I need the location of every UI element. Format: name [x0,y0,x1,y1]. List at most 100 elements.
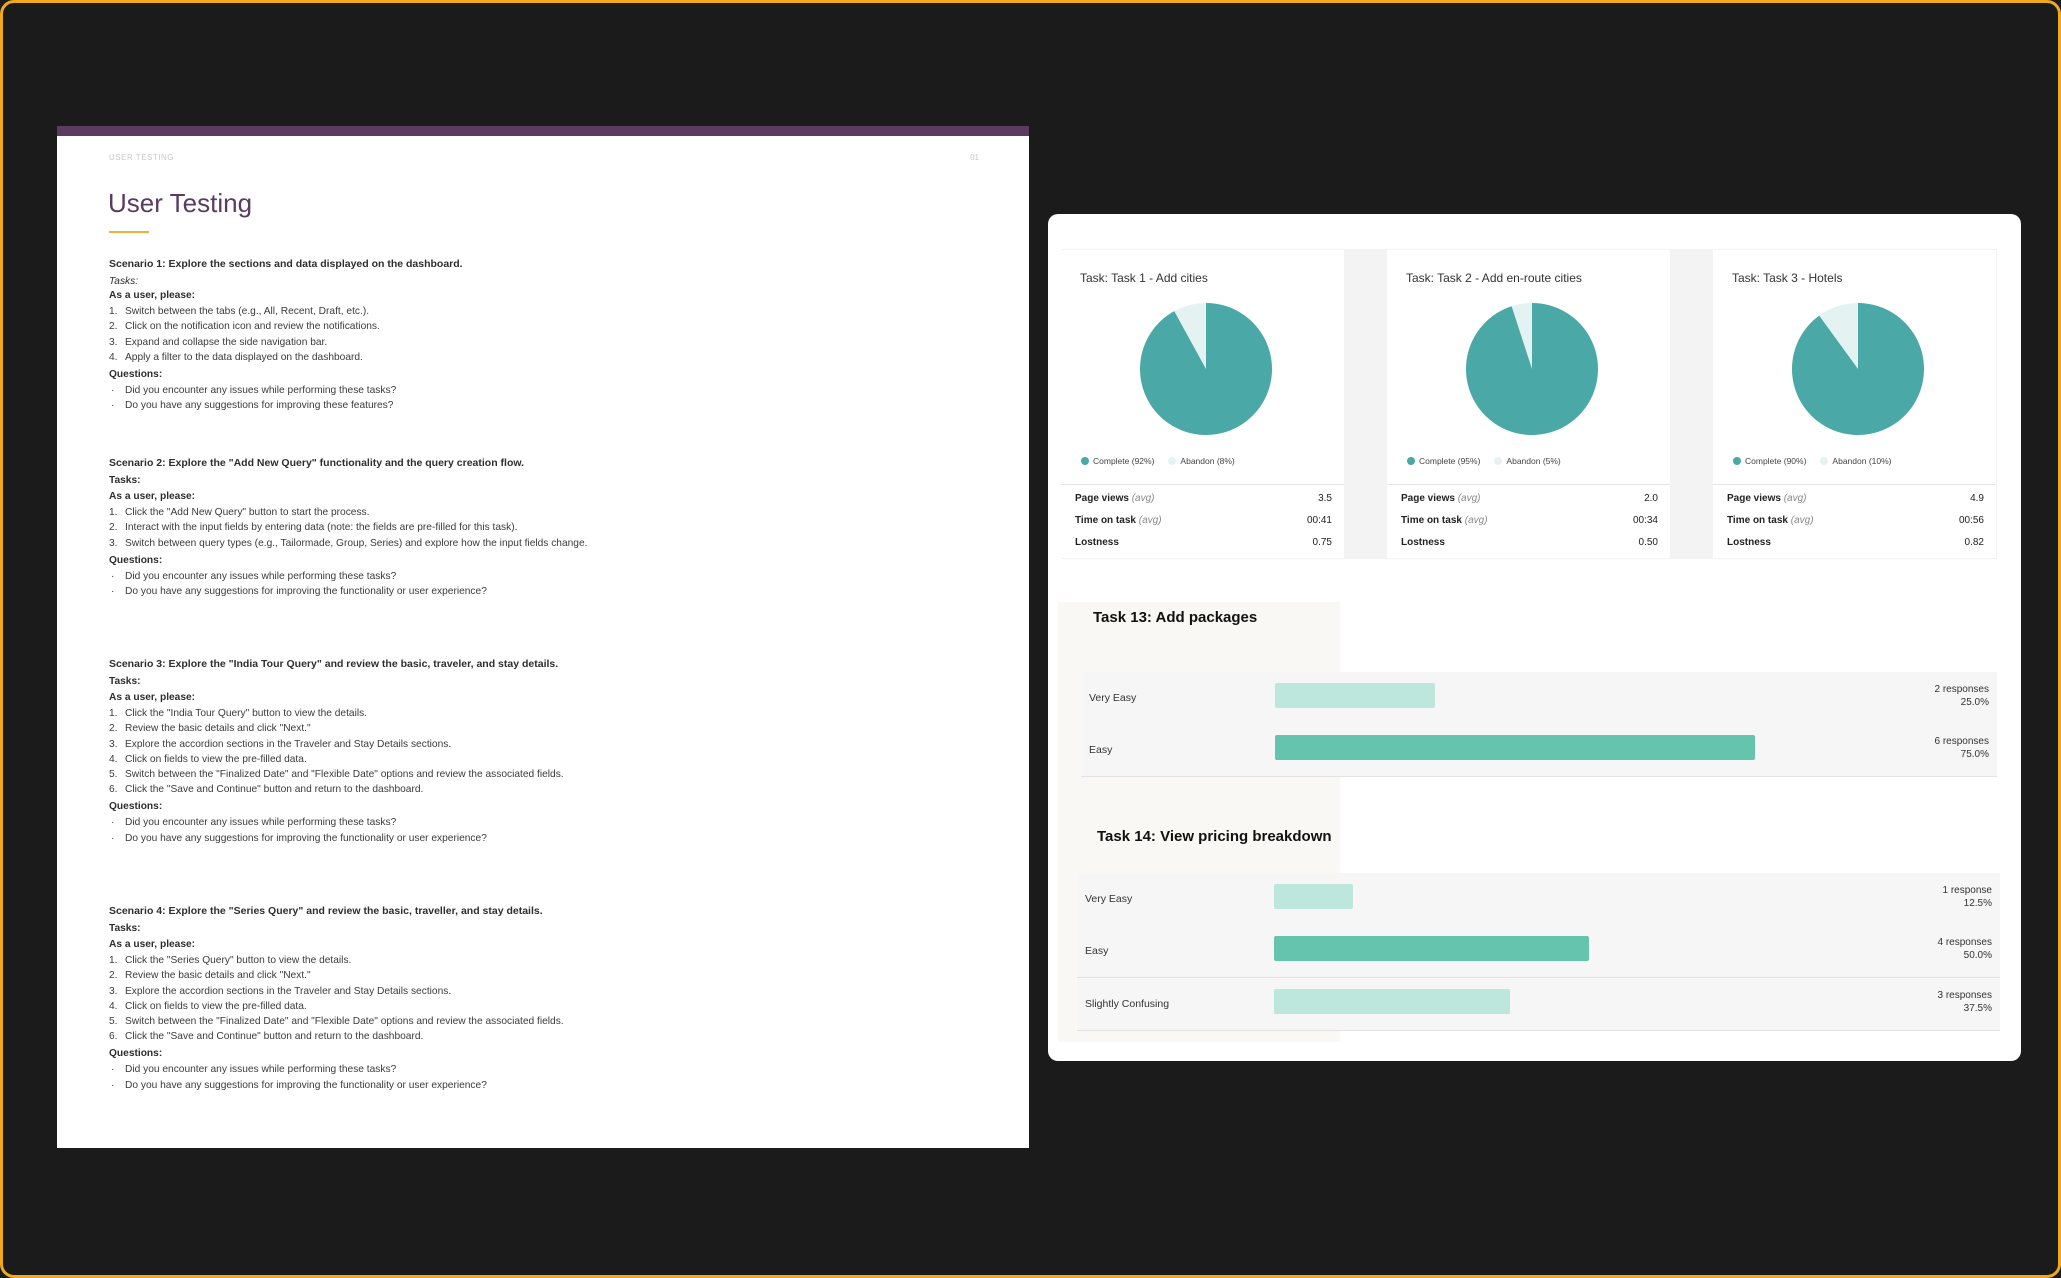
task-step: 2. Click on the notification icon and rev… [109,321,989,333]
task-step: 3. Switch between query types (e.g., Tail… [109,537,989,549]
step-number: 1. [109,955,118,966]
survey-response-row: Easy 6 responses 75.0% [1081,724,1997,777]
step-text: Interact with the input fields by enteri… [125,522,518,534]
metric-qualifier: (avg) [1138,515,1162,526]
metric-value: 0.75 [1312,537,1332,548]
step-number: 2. [109,970,118,982]
survey-task-title: Task 14: View pricing breakdown [1097,828,1332,845]
completion-pie-chart [1140,303,1272,435]
question-text: Do you have any suggestions for improvin… [125,832,487,844]
step-text: Switch between query types (e.g., Tailor… [125,537,588,549]
question-item: · Did you encounter any issues while perf… [111,570,989,582]
step-text: Click on the notification icon and revie… [125,321,380,333]
question-item: · Do you have any suggestions for improvi… [111,586,989,597]
task-step: 1. Click the "Add New Query" button to st… [109,507,989,518]
response-count: 2 responses 25.0% [1935,683,1989,709]
step-number: 5. [109,1016,118,1028]
step-text: Apply a filter to the data displayed on … [125,351,363,363]
metric-value: 0.50 [1638,537,1658,548]
question-text: Did you encounter any issues while perfo… [125,570,397,582]
metric-label: Time on task (avg) [1727,515,1814,526]
metric-label: Lostness [1401,537,1445,548]
questions-label: Questions: [109,368,163,380]
task-step: 6. Click the "Save and Continue" button a… [109,1031,989,1042]
metric-name: Lostness [1727,537,1771,548]
metric-label: Page views (avg) [1727,493,1807,504]
legend-dot-abandon [1168,457,1177,465]
task-card-title: Task: Task 3 - Hotels [1732,271,1843,285]
task-step: 6. Click the "Save and Continue" button a… [109,784,989,796]
task-steps-list: 1. Click the "Add New Query" button to st… [109,507,989,549]
question-item: · Did you encounter any issues while perf… [111,1064,989,1075]
metric-value: 00:56 [1958,515,1984,526]
metric-row: Lostness 0.82 [1713,529,1996,551]
task-step: 5. Switch between the "Finalized Date" an… [109,769,989,780]
task-metrics-table: Page views (avg) 3.5 Time on task (avg) 00:… [1061,484,1344,551]
step-number: 2. [109,723,118,735]
metric-qualifier: (avg) [1783,493,1807,504]
metric-row: Time on task (avg) 00:34 [1387,507,1670,529]
scenario-section: Scenario 2: Explore the "Add New Query" … [109,457,989,603]
task-result-card: Task: Task 1 - Add cities Complete (92%) A… [1061,250,1344,558]
step-text: Click the "Save and Continue" button and… [125,784,424,796]
task-result-card: Task: Task 3 - Hotels Complete (90%) Aband… [1713,250,1996,558]
metric-name: Time on task [1075,515,1136,526]
task-step: 2. Review the basic details and click "Ne… [109,723,989,734]
step-number: 6. [109,784,118,796]
bullet: · [111,570,115,582]
step-number: 2. [109,321,118,333]
response-option-label: Slightly Confusing [1085,998,1170,1010]
task-card-title: Task: Task 1 - Add cities [1080,271,1208,285]
response-bar [1275,735,1755,760]
metric-row: Page views (avg) 4.9 [1713,485,1996,507]
document-title: User Testing [108,188,253,218]
response-option-label: Easy [1089,744,1113,756]
task-step: 5. Switch between the "Finalized Date" an… [109,1016,989,1028]
task-card-title: Task: Task 2 - Add en-route cities [1406,271,1582,285]
metric-value: 0.82 [1964,537,1984,548]
step-text: Click the "Series Query" button to view … [125,955,352,966]
legend-label-abandon: Abandon (5%) [1506,456,1561,466]
step-text: Review the basic details and click "Next… [125,970,311,982]
completion-pie-chart [1466,303,1598,435]
response-option-label: Very Easy [1089,692,1137,704]
survey-response-row: Slightly Confusing 3 responses 37.5% [1077,978,2000,1031]
metric-name: Time on task [1727,515,1788,526]
metric-qualifier: (avg) [1464,515,1488,526]
results-dashboard-card: Task: Task 1 - Add cities Complete (92%) A… [1048,214,2021,1061]
tasks-intro: As a user, please: [109,939,196,950]
response-option-label: Easy [1085,945,1109,957]
legend-dot-complete [1733,457,1741,465]
question-text: Do you have any suggestions for improvin… [125,400,394,412]
tasks-intro: As a user, please: [109,491,196,502]
scenario-title: Scenario 4: Explore the "Series Query" a… [109,905,543,917]
questions-list: · Did you encounter any issues while perf… [109,1064,989,1090]
user-testing-document: USER TESTING 01 User Testing Scenario 1:… [57,126,1029,1148]
metric-name: Page views [1075,493,1129,504]
response-count: 3 responses 37.5% [1938,989,1992,1015]
metric-value: 4.9 [1970,493,1984,504]
survey-response-row: Very Easy 1 response 12.5% [1077,873,2000,926]
metric-value: 00:41 [1306,515,1332,526]
step-text: Explore the accordion sections in the Tr… [125,738,452,750]
scenario-section: Scenario 1: Explore the sections and dat… [109,258,989,417]
task-step: 3. Explore the accordion sections in the … [109,738,989,750]
task-step: 3. Expand and collapse the side navigatio… [109,337,989,348]
step-text: Switch between the "Finalized Date" and … [125,1016,564,1028]
step-number: 1. [109,306,118,317]
scenario-section: Scenario 3: Explore the "India Tour Quer… [109,658,989,850]
completion-pie-chart [1792,303,1924,435]
response-bar [1275,683,1435,708]
metric-label: Time on task (avg) [1401,515,1488,526]
legend-item-abandon: Abandon (10%) [1820,456,1892,466]
task-step: 2. Interact with the input fields by ente… [109,522,989,534]
bullet: · [111,1064,115,1076]
step-text: Click on fields to view the pre-filled d… [125,1000,307,1012]
step-number: 6. [109,1031,118,1043]
metric-name: Page views [1727,493,1781,504]
legend-label-complete: Complete (92%) [1093,456,1155,466]
step-text: Switch between the tabs (e.g., All, Rece… [125,306,370,317]
questions-label: Questions: [109,554,163,566]
task-steps-list: 1. Click the "India Tour Query" button to… [109,708,989,795]
legend-dot-abandon [1494,457,1503,465]
